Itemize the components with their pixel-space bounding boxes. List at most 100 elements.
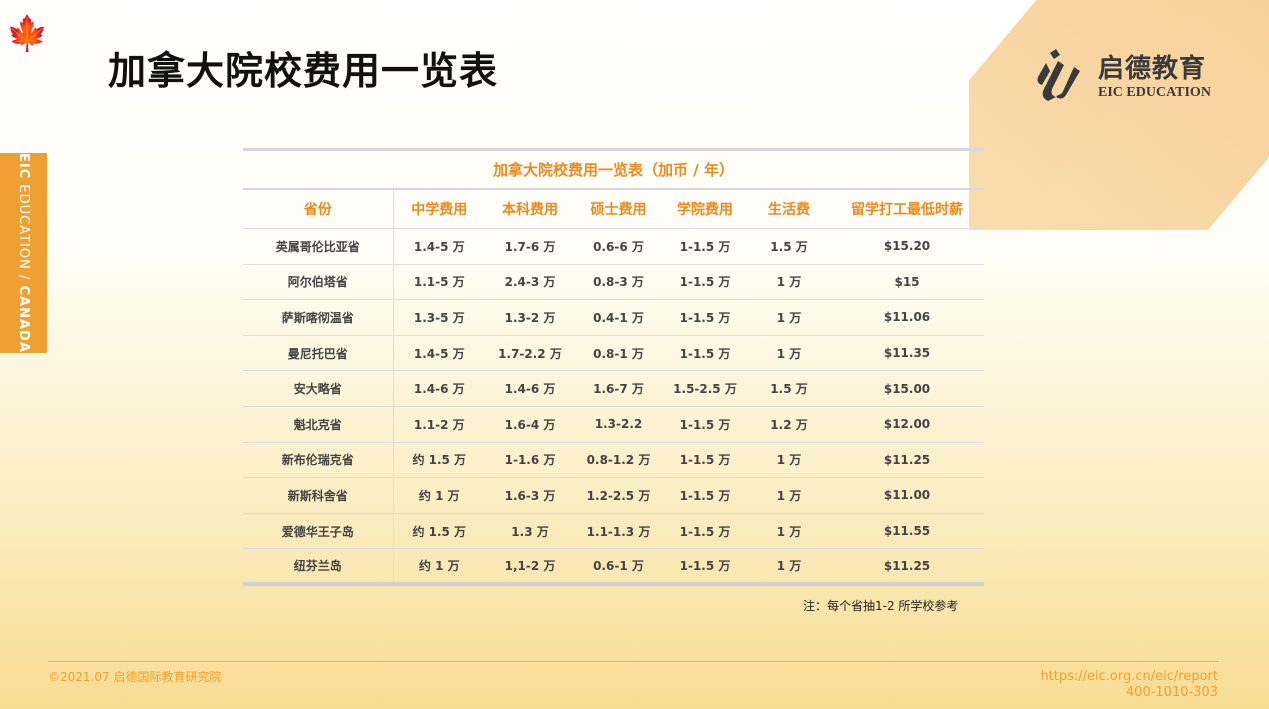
side-tab-education: EDUCATION / [16, 179, 31, 286]
table-cell: $15.20 [830, 228, 984, 265]
table-cell: 1.4-6 万 [393, 370, 485, 407]
table-cell: 1.4-5 万 [393, 228, 485, 265]
table-cell: 2.4-3 万 [485, 264, 575, 301]
table-cell: 1.3-2.2 [575, 406, 662, 443]
table-cell: 1.6-4 万 [485, 406, 575, 443]
footer-divider [48, 661, 1219, 662]
table-caption: 加拿大院校费用一览表（加币 / 年） [243, 148, 984, 190]
table-cell: 1.5-2.5 万 [662, 370, 748, 407]
province-cell: 英属哥伦比亚省 [243, 228, 394, 265]
table-cell: 1.1-1.3 万 [575, 513, 662, 550]
logo-cn: 启德教育 [1098, 54, 1207, 84]
table-cell: 1 万 [748, 335, 830, 372]
province-cell: 魁北克省 [243, 406, 394, 443]
table-cell: 1 万 [748, 264, 830, 301]
table-cell: 0.4-1 万 [575, 299, 662, 336]
table-cell: 0.8-3 万 [575, 264, 662, 301]
table-cell: 0.8-1.2 万 [575, 442, 662, 479]
table-cell: 1.1-2 万 [393, 406, 485, 443]
table-cell: 1.4-6 万 [485, 370, 575, 407]
province-cell: 爱德华王子岛 [243, 513, 394, 550]
table-cell: 1-1.5 万 [662, 406, 748, 443]
column-header: 硕士费用 [575, 188, 662, 229]
table-cell: 约 1.5 万 [393, 442, 485, 479]
table-cell: 1 万 [748, 513, 830, 550]
table-cell: 约 1.5 万 [393, 513, 485, 550]
table-cell: 1 万 [748, 548, 830, 587]
table-cell: 1.5 万 [748, 370, 830, 407]
table-cell: 1-1.5 万 [662, 513, 748, 550]
table-cell: 1-1.5 万 [662, 442, 748, 479]
table-cell: 1 万 [748, 477, 830, 514]
table-cell: $15 [830, 264, 984, 301]
table-cell: 1-1.5 万 [662, 548, 748, 587]
logo: 启德教育 EIC EDUCATION [1036, 48, 1211, 101]
table-cell: 1.4-5 万 [393, 335, 485, 372]
table-cell: 1,1-2 万 [485, 548, 575, 587]
table-cell: 约 1 万 [393, 548, 485, 587]
column-header: 中学费用 [393, 188, 485, 229]
table-cell: 1-1.5 万 [662, 335, 748, 372]
province-cell: 安大略省 [243, 370, 394, 407]
table-cell: 0.6-1 万 [575, 548, 662, 587]
province-cell: 新布伦瑞克省 [243, 442, 394, 479]
table-cell: 1 万 [748, 299, 830, 336]
province-cell: 纽芬兰岛 [243, 548, 394, 587]
table-cell: $11.25 [830, 442, 984, 479]
table-header-row: 省份 中学费用 本科费用 硕士费用 学院费用 生活费 留学打工最低时薪 [243, 188, 984, 229]
footer-phone: 400-1010-303 [1125, 685, 1218, 700]
table-cell: 1.1-5 万 [393, 264, 485, 301]
table-cell: 约 1 万 [393, 477, 485, 514]
table-cell: 1.3 万 [485, 513, 575, 550]
eic-logo-icon [1036, 48, 1088, 101]
table-cell: 0.6-6 万 [575, 228, 662, 265]
table-cell: 1.2-2.5 万 [575, 477, 662, 514]
table-cell: 1.3-2 万 [485, 299, 575, 336]
table-cell: $11.25 [830, 548, 984, 587]
maple-leaf-icon: 🍁 [6, 14, 49, 54]
table-cell: 0.8-1 万 [575, 335, 662, 372]
table-cell: 1.2 万 [748, 406, 830, 443]
table-cell: 1.7-2.2 万 [485, 335, 575, 372]
footer-url[interactable]: https://eic.org.cn/eic/report [1040, 669, 1218, 684]
column-header: 留学打工最低时薪 [830, 188, 984, 229]
column-header: 学院费用 [662, 188, 748, 229]
side-tab-eic: EIC [16, 153, 31, 180]
column-header: 生活费 [748, 188, 830, 229]
table-cell: 1.6-7 万 [575, 370, 662, 407]
side-tab: EIC EDUCATION / CANADA [0, 153, 47, 353]
footer-copyright: ©2021.07 启德国际教育研究院 [48, 670, 222, 684]
table-cell: 1-1.6 万 [485, 442, 575, 479]
logo-en: EIC EDUCATION [1098, 85, 1211, 100]
table-cell: $11.55 [830, 513, 984, 550]
table-cell: 1-1.5 万 [662, 299, 748, 336]
table-cell: $11.35 [830, 335, 984, 372]
table-cell: 1.7-6 万 [485, 228, 575, 265]
decorative-bands [969, 0, 1269, 230]
province-cell: 萨斯喀彻温省 [243, 299, 394, 336]
footnote: 注：每个省抽1-2 所学校参考 [803, 599, 959, 613]
column-header: 本科费用 [485, 188, 575, 229]
table-row: 魁北克省 1.1-2 万 1.6-4 万 1.3-2.2 1-1.5 万 1.2 万 $12… [243, 406, 984, 443]
table-cell: 1.3-5 万 [393, 299, 485, 336]
column-header: 省份 [243, 188, 394, 229]
table-cell: 1 万 [748, 442, 830, 479]
side-tab-canada: CANADA [16, 285, 31, 353]
table-cell: 1.5 万 [748, 228, 830, 265]
table-cell: 1.6-3 万 [485, 477, 575, 514]
table-cell: $15.00 [830, 370, 984, 407]
table-cell: $11.06 [830, 299, 984, 336]
page-title: 加拿大院校费用一览表 [108, 49, 499, 93]
table-cell: 1-1.5 万 [662, 228, 748, 265]
province-cell: 新斯科舍省 [243, 477, 394, 514]
fee-table: 加拿大院校费用一览表（加币 / 年） 省份 中学费用 本科费用 硕士费用 学院费用 生活费… [243, 148, 984, 587]
table-row: 安大略省 1.4-6 万 1.4-6 万 1.6-7 万 1.5-2.5 万 1.5 万 $… [243, 370, 984, 407]
table-row: 英属哥伦比亚省 1.4-5 万 1.7-6 万 0.6-6 万 1-1.5 万 1.5 万… [243, 228, 984, 265]
